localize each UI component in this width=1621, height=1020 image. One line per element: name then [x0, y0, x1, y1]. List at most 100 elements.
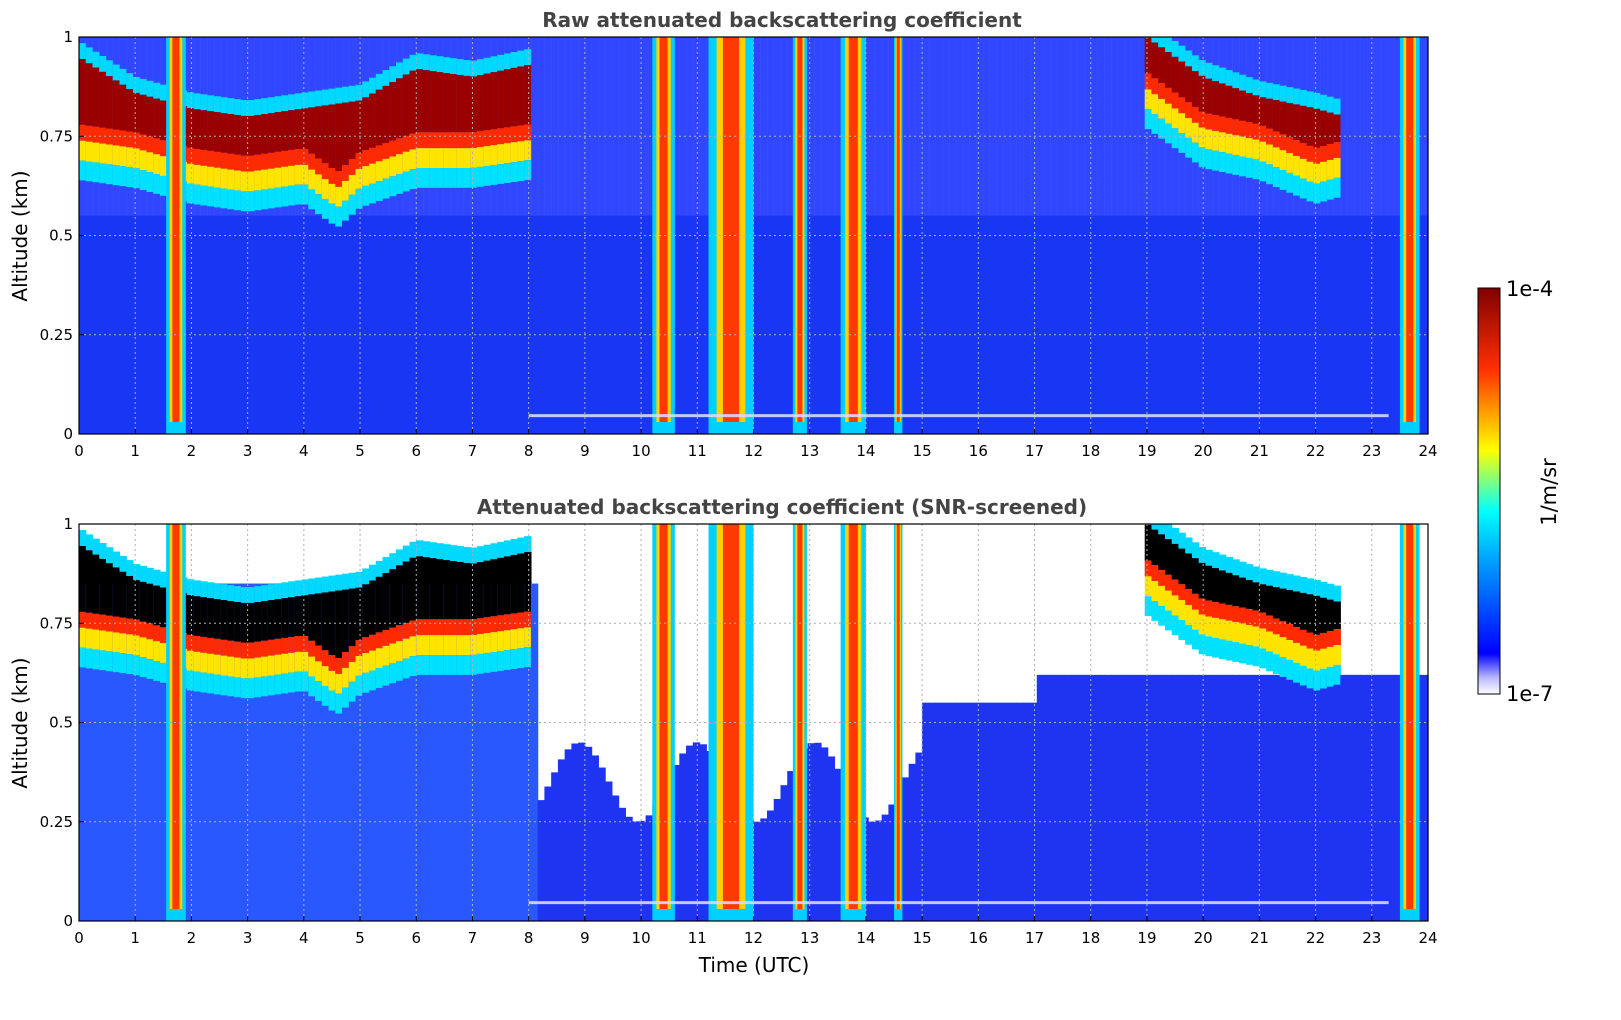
heatmap-cell: [1239, 643, 1247, 664]
heatmap-cell: [328, 670, 336, 691]
heatmap-cell: [449, 619, 458, 636]
heatmap-cell: [362, 637, 370, 654]
heatmap-cell: [416, 69, 424, 133]
x-tick-label: 23: [1362, 929, 1381, 947]
heatmap-cell: [126, 618, 134, 635]
heatmap-cell: [321, 576, 330, 593]
heatmap-cell: [760, 215, 768, 434]
heatmap-cell: [1218, 639, 1227, 660]
heatmap-cell: [321, 215, 330, 434]
heatmap-cell: [584, 746, 593, 921]
heatmap-cell: [422, 655, 431, 675]
heatmap-cell: [348, 215, 357, 434]
heatmap-cell: [1185, 553, 1193, 590]
heatmap-cell: [396, 173, 404, 194]
heatmap-cell: [1279, 85, 1287, 102]
snr-screened-backscatter-panel: Attenuated backscattering coefficient (S…: [8, 495, 1438, 977]
heatmap-cell: [463, 60, 471, 76]
heatmap-cell: [1110, 215, 1119, 434]
heatmap-cell: [456, 655, 465, 675]
heatmap-cell: [524, 647, 532, 668]
x-tick-label: 4: [299, 929, 309, 947]
heatmap-cell: [483, 57, 492, 74]
heatmap-cell: [126, 560, 134, 577]
heatmap-cell: [1259, 584, 1267, 613]
heatmap-cell: [564, 37, 572, 216]
heatmap-cell: [234, 170, 242, 191]
heatmap-cell: [915, 37, 923, 216]
heatmap-cell: [429, 71, 438, 133]
heatmap-cell: [227, 153, 235, 170]
heatmap-cell: [105, 215, 114, 434]
heatmap-cell: [355, 153, 363, 170]
heatmap-cell: [1144, 596, 1153, 617]
y-axis-label: Altitude (km): [8, 657, 32, 788]
heatmap-cell: [1151, 42, 1159, 79]
heatmap-cell: [1299, 142, 1308, 159]
heatmap-cell: [362, 150, 370, 167]
heatmap-cell: [1191, 106, 1200, 123]
heatmap-cell: [1198, 634, 1207, 655]
heatmap-cell: [369, 163, 377, 184]
heatmap-cell: [1252, 139, 1260, 160]
heatmap-cell: [369, 580, 377, 635]
heatmap-cell: [1212, 617, 1220, 638]
heatmap-cell: [193, 671, 202, 692]
heatmap-cell: [1259, 81, 1267, 98]
heatmap-cell: [1245, 92, 1254, 123]
heatmap-cell: [416, 132, 424, 149]
heatmap-cell: [1306, 668, 1314, 689]
heatmap-cell: [753, 37, 761, 216]
heatmap-cell: [402, 561, 411, 623]
heatmap-cell: [1313, 183, 1321, 204]
heatmap-cell: [429, 55, 438, 72]
heatmap-cell: [119, 633, 127, 654]
heatmap-cell: [281, 598, 289, 638]
heatmap-cell: [935, 215, 943, 434]
heatmap-cell: [1057, 215, 1065, 434]
heatmap-cell: [1178, 215, 1186, 434]
heatmap-cell: [153, 154, 161, 175]
heatmap-cell: [315, 593, 323, 646]
heatmap-cell: [1313, 650, 1321, 671]
heatmap-cell: [996, 702, 1004, 921]
heatmap-cell: [348, 85, 357, 102]
heatmap-cell: [126, 131, 134, 148]
heatmap-cell: [1144, 524, 1153, 561]
heatmap-cell: [1360, 215, 1368, 434]
heatmap-cell: [1239, 120, 1247, 137]
heatmap-cell: [348, 588, 357, 647]
y-tick-label: 0.75: [40, 614, 73, 632]
heatmap-cell: [1272, 654, 1281, 675]
heatmap-cell: [476, 653, 485, 674]
heatmap-cell: [193, 596, 202, 636]
heatmap-cell: [483, 215, 492, 434]
heatmap-cell: [105, 60, 114, 77]
heatmap-cell: [119, 84, 127, 131]
heatmap-cell: [342, 687, 350, 708]
heatmap-cell: [1340, 674, 1348, 921]
heatmap-cell: [1347, 37, 1355, 216]
heatmap-cell: [294, 109, 303, 149]
heatmap-cell: [888, 804, 896, 921]
heatmap-cell: [1293, 662, 1301, 683]
heatmap-cell: [766, 37, 775, 216]
heatmap-cell: [1043, 37, 1051, 216]
heatmap-cell: [1320, 110, 1328, 146]
heatmap-cell: [1070, 674, 1078, 921]
heatmap-cell: [335, 590, 343, 658]
heatmap-cell: [490, 215, 498, 434]
heatmap-cell: [1124, 674, 1132, 921]
heatmap-cell: [470, 583, 478, 921]
heatmap-cell: [92, 649, 100, 670]
heatmap-cell: [476, 59, 485, 76]
heatmap-cell: [288, 581, 296, 598]
heatmap-cell: [1218, 554, 1227, 571]
heatmap-cell: [429, 635, 438, 656]
heatmap-cell: [1191, 674, 1200, 921]
heatmap-cell: [1299, 674, 1308, 921]
heatmap-cell: [1272, 634, 1281, 655]
heatmap-cell: [1313, 215, 1321, 434]
heatmap-cell: [1279, 674, 1287, 921]
heatmap-cell: [868, 215, 876, 434]
